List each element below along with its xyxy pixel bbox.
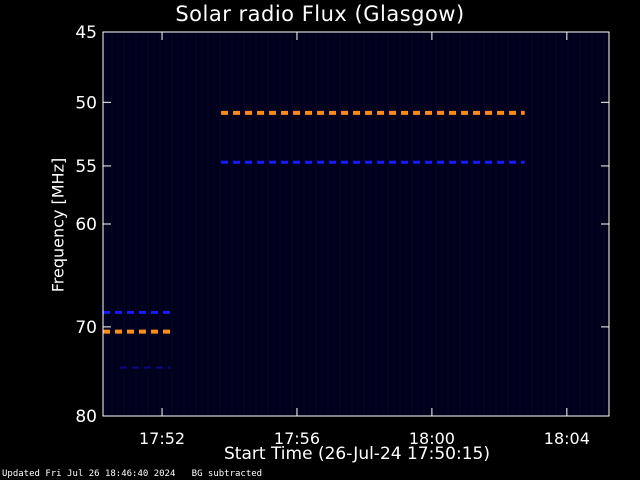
chart-title: Solar radio Flux (Glasgow) — [175, 2, 465, 26]
y-tick-label: 55 — [75, 157, 97, 177]
footer-updated: Updated Fri Jul 26 18:46:40 2024 — [2, 469, 176, 479]
x-tick-label: 18:04 — [544, 429, 590, 448]
y-tick-label: 60 — [75, 215, 97, 235]
y-tick-label: 45 — [75, 23, 97, 43]
y-axis-ticks: 45 50 55 60 70 80 — [75, 23, 609, 427]
y-tick-label: 70 — [75, 318, 97, 338]
x-tick-label: 17:56 — [274, 429, 320, 448]
y-tick-label: 80 — [75, 407, 97, 427]
x-axis-ticks: 17:52 17:56 18:00 18:04 — [139, 32, 590, 448]
footer-note: BG subtracted — [191, 469, 263, 479]
y-tick-label: 50 — [75, 93, 97, 113]
footer-status: Updated Fri Jul 26 18:46:40 2024 BG subt… — [2, 469, 262, 479]
x-axis-title: Start Time (26-Jul-24 17:50:15) — [224, 444, 490, 464]
plot-background — [103, 32, 609, 416]
x-tick-label: 18:00 — [409, 429, 455, 448]
y-axis-title: Frequency [MHz] — [48, 157, 68, 293]
x-tick-label: 17:52 — [139, 429, 185, 448]
emission-bands — [103, 110, 525, 369]
